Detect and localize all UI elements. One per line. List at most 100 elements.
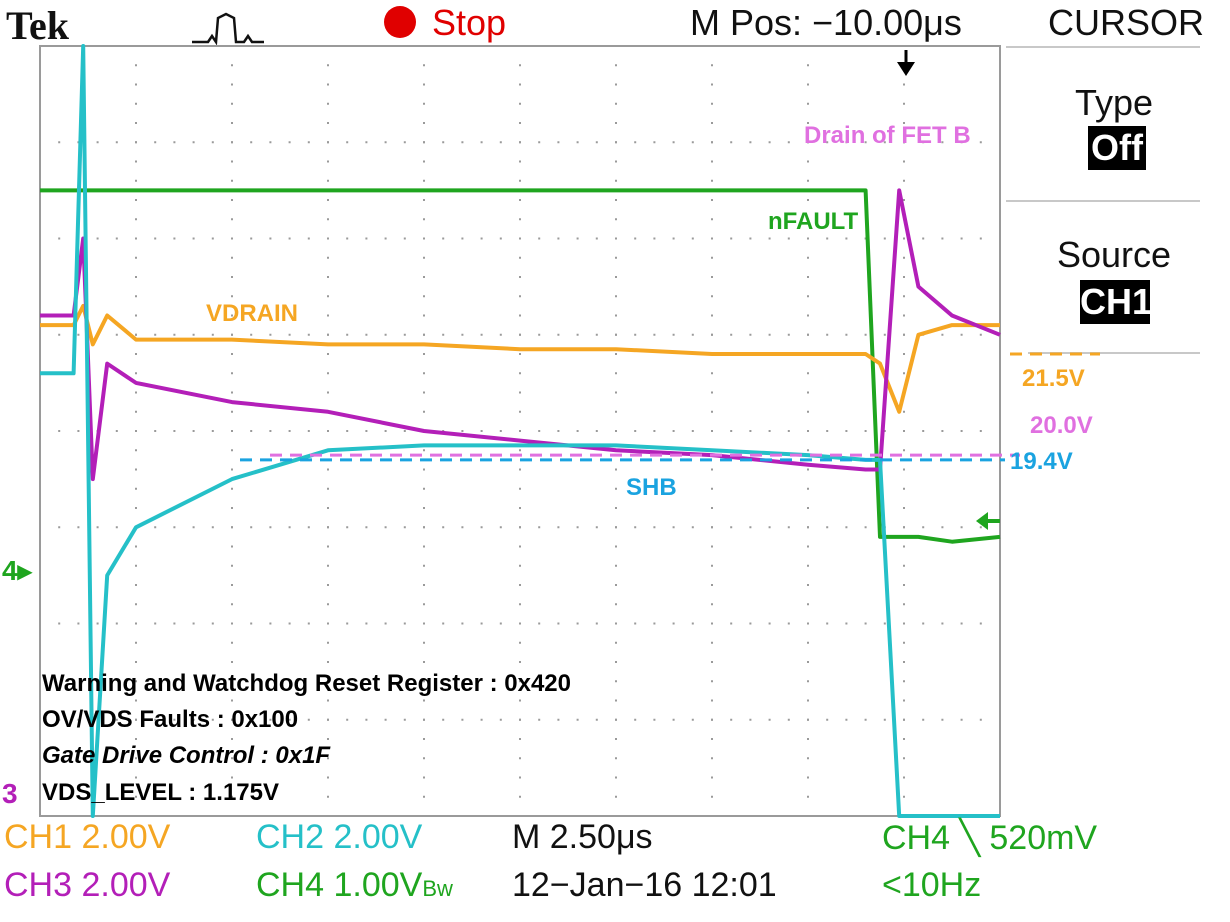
grid-dot [231, 641, 233, 644]
grid-dot [231, 410, 233, 413]
grid-dot [615, 218, 617, 221]
grid-dot [807, 526, 809, 529]
grid-dot [807, 507, 809, 509]
grid-dot [135, 314, 137, 317]
grid-dot [365, 141, 368, 144]
grid-dot [711, 237, 713, 240]
grid-dot [423, 314, 425, 317]
grid-dot [807, 391, 809, 394]
grid-dot [327, 199, 329, 201]
grid-dot [595, 430, 598, 432]
grid-dot [327, 564, 329, 567]
grid-dot [672, 526, 675, 529]
grid-dot [58, 237, 61, 240]
grid-dot [557, 333, 560, 336]
grid-dot [480, 718, 483, 721]
grid-dot [519, 545, 521, 548]
grid-dot [711, 45, 713, 47]
grid-dot [480, 430, 483, 432]
grid-dot [807, 757, 809, 760]
grid-dot [787, 430, 790, 432]
grid-dot [807, 218, 809, 221]
grid-dot [269, 718, 272, 721]
menu-type-value[interactable]: Off [1088, 126, 1146, 170]
grid-dot [576, 526, 579, 529]
grid-dot [77, 718, 80, 721]
grid-dot [807, 699, 809, 702]
grid-dot [807, 738, 809, 740]
grid-dot [135, 564, 137, 567]
grid-dot [519, 64, 521, 67]
grid-dot [711, 160, 713, 163]
grid-dot [135, 256, 137, 259]
grid-dot [615, 314, 617, 317]
grid-dot [711, 468, 713, 471]
grid-dot [903, 430, 905, 432]
grid-dot [231, 738, 233, 740]
grid-dot [231, 430, 233, 432]
grid-dot [231, 815, 233, 817]
grid-dot [538, 430, 541, 432]
grid-dot [903, 83, 905, 86]
grid-dot [903, 256, 905, 259]
grid-dot [595, 622, 598, 625]
grid-dot [519, 83, 521, 86]
ch3-scale: CH3 2.00V [4, 866, 171, 904]
grid-dot [711, 83, 713, 86]
grid-dot [845, 526, 848, 529]
grid-dot [941, 333, 944, 336]
grid-dot [327, 584, 329, 586]
grid-dot [327, 776, 329, 779]
menu-type-label[interactable]: Type [1074, 82, 1154, 123]
grid-dot [307, 333, 310, 336]
grid-dot [192, 237, 195, 240]
grid-dot [96, 526, 99, 529]
grid-dot [999, 718, 1001, 721]
grid-dot [327, 122, 329, 124]
grid-dot [903, 199, 905, 201]
grid-dot [615, 410, 617, 413]
grid-dot [615, 430, 617, 432]
grid-dot [787, 622, 790, 625]
grid-dot [615, 815, 617, 817]
grid-dot [979, 141, 982, 144]
grid-dot [730, 333, 733, 336]
grid-dot [864, 622, 867, 625]
grid-dot [711, 102, 713, 105]
grid-dot [999, 622, 1001, 625]
grid-dot [615, 661, 617, 663]
grid-dot [960, 237, 963, 240]
register-warning-watchdog: Warning and Watchdog Reset Register : 0x… [42, 670, 571, 697]
grid-dot [749, 333, 752, 336]
grid-dot [423, 699, 425, 702]
menu-source-label[interactable]: Source [1056, 234, 1172, 275]
grid-dot [135, 237, 137, 240]
grid-dot [634, 141, 637, 144]
grid-dot [346, 333, 349, 336]
grid-dot [135, 353, 137, 355]
grid-dot [615, 391, 617, 394]
grid-dot [135, 795, 137, 798]
grid-dot [519, 237, 521, 240]
grid-dot [423, 122, 425, 124]
grid-dot [941, 141, 944, 144]
grid-dot [327, 603, 329, 606]
grid-dot [826, 333, 829, 336]
grid-dot [615, 64, 617, 67]
trigger-info: CH4 ╲ 520mV [882, 819, 1098, 857]
grid-dot [903, 622, 905, 625]
grid-dot [807, 237, 809, 240]
grid-dot [327, 430, 329, 432]
grid-dot [615, 776, 617, 779]
grid-dot [922, 237, 925, 240]
menu-source-value[interactable]: CH1 [1080, 280, 1153, 324]
grid-dot [807, 199, 809, 201]
grid-dot [135, 468, 137, 471]
grid-dot [365, 237, 368, 240]
grid-dot [903, 776, 905, 779]
grid-dot [231, 160, 233, 163]
nfault-label: nFAULT [768, 208, 859, 235]
grid-dot [461, 718, 464, 721]
grid-dot [307, 237, 310, 240]
grid-dot [135, 199, 137, 201]
